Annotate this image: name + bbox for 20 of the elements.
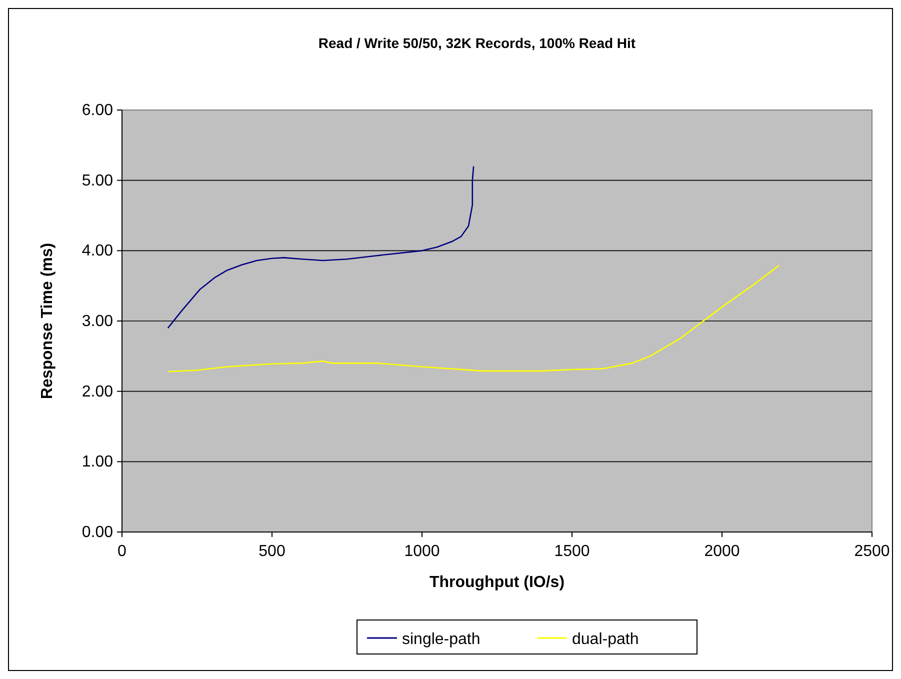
y-tick-label: 5.00	[82, 172, 114, 190]
y-tick-label: 3.00	[82, 313, 114, 330]
y-tick-label: 0.00	[82, 524, 114, 541]
legend-label: single-path	[402, 631, 480, 648]
x-tick-label: 500	[258, 543, 286, 560]
y-tick-label: 6.00	[82, 102, 114, 119]
line-series	[167, 166, 474, 329]
x-tick-label: 2500	[854, 543, 890, 560]
y-axis-title: Response Time (ms)	[39, 242, 56, 400]
y-tick-label: 1.00	[82, 454, 114, 471]
x-axis-title: Throughput (IO/s)	[429, 574, 565, 591]
y-tick-label: 4.00	[82, 242, 114, 260]
y-tick-label: 2.00	[82, 383, 114, 400]
chart-title: Read / Write 50/50, 32K Records, 100% Read Hit	[318, 35, 636, 51]
x-tick-label: 0	[118, 543, 127, 560]
x-tick-label: 2000	[704, 543, 740, 560]
x-tick-label: 1000	[404, 543, 440, 560]
line-series	[167, 264, 780, 372]
legend-label: dual-path	[572, 631, 639, 648]
x-tick-label: 1500	[554, 543, 590, 560]
